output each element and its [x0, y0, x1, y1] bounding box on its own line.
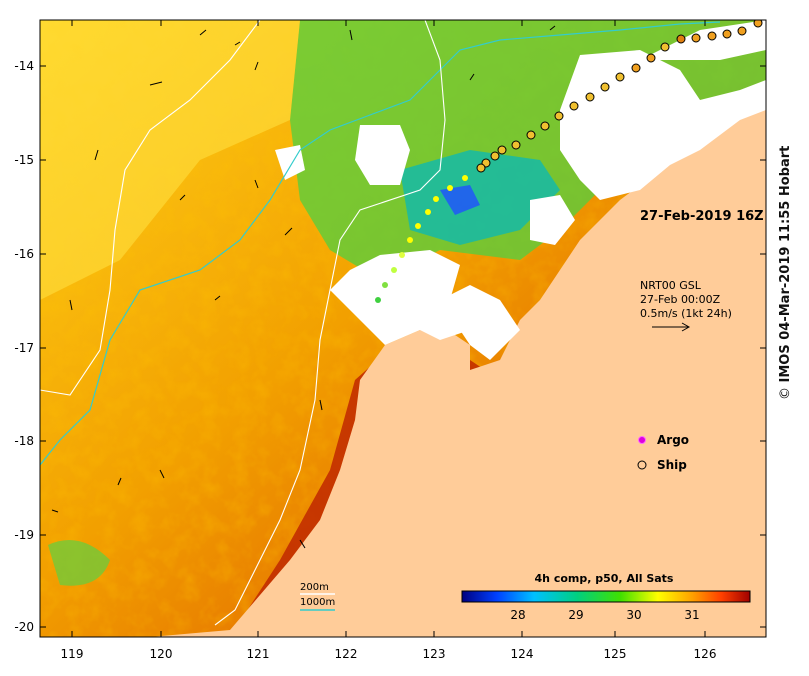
colorbar-tick-label: 30 — [626, 608, 641, 622]
lon-label: 120 — [150, 647, 173, 661]
lon-label: 125 — [604, 647, 627, 661]
lat-label: -18 — [14, 434, 34, 448]
map-plot-area — [40, 20, 766, 637]
lon-label: 122 — [335, 647, 358, 661]
lon-label: 123 — [423, 647, 446, 661]
contour-200m-west — [40, 20, 261, 396]
lat-label: -16 — [14, 247, 34, 261]
ship-track — [476, 20, 763, 173]
colorbar-ramp — [461, 590, 751, 603]
cool-core-water — [400, 150, 560, 245]
colorbar-tick-label: 31 — [684, 608, 699, 622]
ship-marker-icon — [637, 460, 647, 470]
current-date: 27-Feb 00:00Z — [640, 293, 721, 306]
colorbar: 4h comp, p50, All Sats 28 29 30 31 — [461, 572, 751, 622]
platform-legend: Argo Ship — [637, 433, 689, 472]
map-frame — [39, 19, 767, 638]
colorbar-tick-label: 28 — [510, 608, 525, 622]
contour-200m-label: 200m — [300, 582, 329, 593]
contour-1000m — [40, 21, 721, 466]
colorbar-tick-label: 29 — [568, 608, 583, 622]
colorbar-title: 4h comp, p50, All Sats — [535, 572, 674, 585]
scale-arrow-head — [681, 322, 691, 332]
date-label: 27-Feb-2019 16Z — [640, 209, 764, 224]
copyright-symbol: © — [778, 387, 793, 400]
ship-label: Ship — [657, 458, 687, 472]
yellow-western-water — [40, 20, 300, 300]
lat-label: -15 — [14, 153, 34, 167]
argo-label: Argo — [657, 433, 689, 447]
imos-credit: © IMOS 04-Mar-2019 11:55 Hobart — [778, 132, 800, 400]
lon-label: 126 — [694, 647, 717, 661]
longitude-axis: 119 120 121 122 123 124 125 126 — [61, 20, 717, 661]
lat-label: -17 — [14, 341, 34, 355]
contour-legend: 200m 1000m — [300, 582, 335, 611]
current-scale-legend: NRT00 GSL 27-Feb 00:00Z 0.5m/s (1kt 24h) — [640, 279, 732, 332]
lon-label: 119 — [61, 647, 84, 661]
contour-200m — [214, 20, 446, 626]
lon-label: 121 — [247, 647, 270, 661]
current-source: NRT00 GSL — [640, 279, 702, 292]
lat-label: -19 — [14, 528, 34, 542]
contour-1000m-label: 1000m — [300, 597, 335, 608]
credit-text: IMOS 04-Mar-2019 11:55 Hobart — [778, 145, 793, 383]
lon-label: 124 — [511, 647, 534, 661]
current-scale: 0.5m/s (1kt 24h) — [640, 307, 732, 320]
coldest-patch — [440, 185, 480, 215]
green-patch-southwest — [48, 540, 110, 586]
current-vectors — [51, 25, 556, 549]
latitude-axis: -14 -15 -16 -17 -18 -19 -20 — [14, 59, 766, 634]
argo-marker-icon — [638, 436, 646, 444]
ship-track-inshore — [375, 175, 468, 303]
land-mass — [150, 100, 766, 637]
lat-label: -20 — [14, 620, 34, 634]
colorbar-ticks: 28 29 30 31 — [510, 608, 699, 622]
no-data-areas — [275, 20, 766, 360]
lat-label: -14 — [14, 59, 34, 73]
